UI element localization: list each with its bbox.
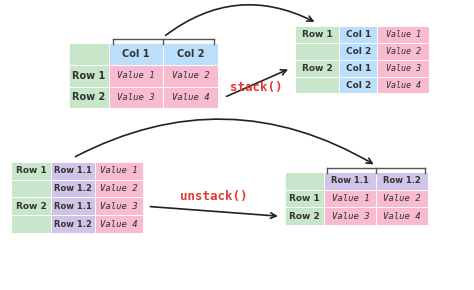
Bar [285,172,325,190]
Text: Row 2: Row 2 [301,64,332,73]
Bar [376,172,428,190]
Bar [295,60,339,77]
Bar [95,162,143,180]
Text: Value 4: Value 4 [172,93,210,102]
Text: Row 1: Row 1 [289,194,320,203]
Bar [51,197,95,215]
Bar [295,43,339,60]
Text: Row 1.2: Row 1.2 [54,220,92,229]
Bar [51,215,95,233]
Bar [339,77,377,93]
Bar [377,43,429,60]
Text: Col 2: Col 2 [346,47,371,56]
Text: Value 2: Value 2 [385,47,420,56]
Text: Row 1: Row 1 [72,71,106,81]
Bar [376,190,428,207]
Text: Row 1.2: Row 1.2 [54,184,92,193]
Bar [295,77,339,93]
Bar [376,207,428,225]
Bar [339,43,377,60]
Text: Row 1.1: Row 1.1 [54,202,92,211]
Bar [164,87,218,108]
Text: Col 1: Col 1 [122,49,150,59]
Bar [95,215,143,233]
Text: Row 2: Row 2 [289,212,320,221]
Bar [51,162,95,180]
Text: Col 1: Col 1 [346,64,371,73]
Text: Value 2: Value 2 [383,194,421,203]
Bar [164,43,218,65]
Bar [285,190,325,207]
Text: Row 2: Row 2 [72,93,106,102]
Text: Value 3: Value 3 [100,202,137,211]
Bar [325,172,376,190]
Text: Value 1: Value 1 [100,166,137,175]
Bar [109,65,164,87]
Bar [339,60,377,77]
Text: Value 3: Value 3 [117,93,155,102]
Text: Value 2: Value 2 [100,184,137,193]
Bar [11,162,51,180]
Text: unstack(): unstack() [180,190,247,203]
Bar [11,215,51,233]
Bar [51,180,95,197]
Text: Value 4: Value 4 [383,212,421,221]
Bar [11,180,51,197]
Text: Row 1.1: Row 1.1 [54,166,92,175]
Bar [109,87,164,108]
Text: Value 3: Value 3 [331,212,369,221]
Text: Col 2: Col 2 [346,81,371,90]
Text: Col 1: Col 1 [346,30,371,39]
Bar [325,190,376,207]
Bar [285,207,325,225]
Bar [377,60,429,77]
Bar [339,26,377,43]
Text: Row 2: Row 2 [16,202,46,211]
Bar [11,197,51,215]
Text: Row 1.1: Row 1.1 [331,176,369,185]
Text: Value 4: Value 4 [100,220,137,229]
Text: Col 2: Col 2 [177,49,204,59]
Text: Row 1.2: Row 1.2 [383,176,421,185]
Bar [95,180,143,197]
Text: Value 1: Value 1 [117,71,155,80]
Text: Row 1: Row 1 [301,30,332,39]
Bar [69,43,109,65]
Text: Row 1: Row 1 [16,166,46,175]
Bar [377,77,429,93]
Text: Value 1: Value 1 [385,30,420,39]
Bar [95,197,143,215]
Bar [295,26,339,43]
Text: Value 2: Value 2 [172,71,210,80]
Bar [69,65,109,87]
Bar [69,87,109,108]
Bar [109,43,164,65]
Text: stack(): stack() [230,81,283,94]
Text: Value 4: Value 4 [385,81,420,90]
Bar [377,26,429,43]
Bar [325,207,376,225]
Text: Value 1: Value 1 [331,194,369,203]
Text: Value 3: Value 3 [385,64,420,73]
Bar [164,65,218,87]
